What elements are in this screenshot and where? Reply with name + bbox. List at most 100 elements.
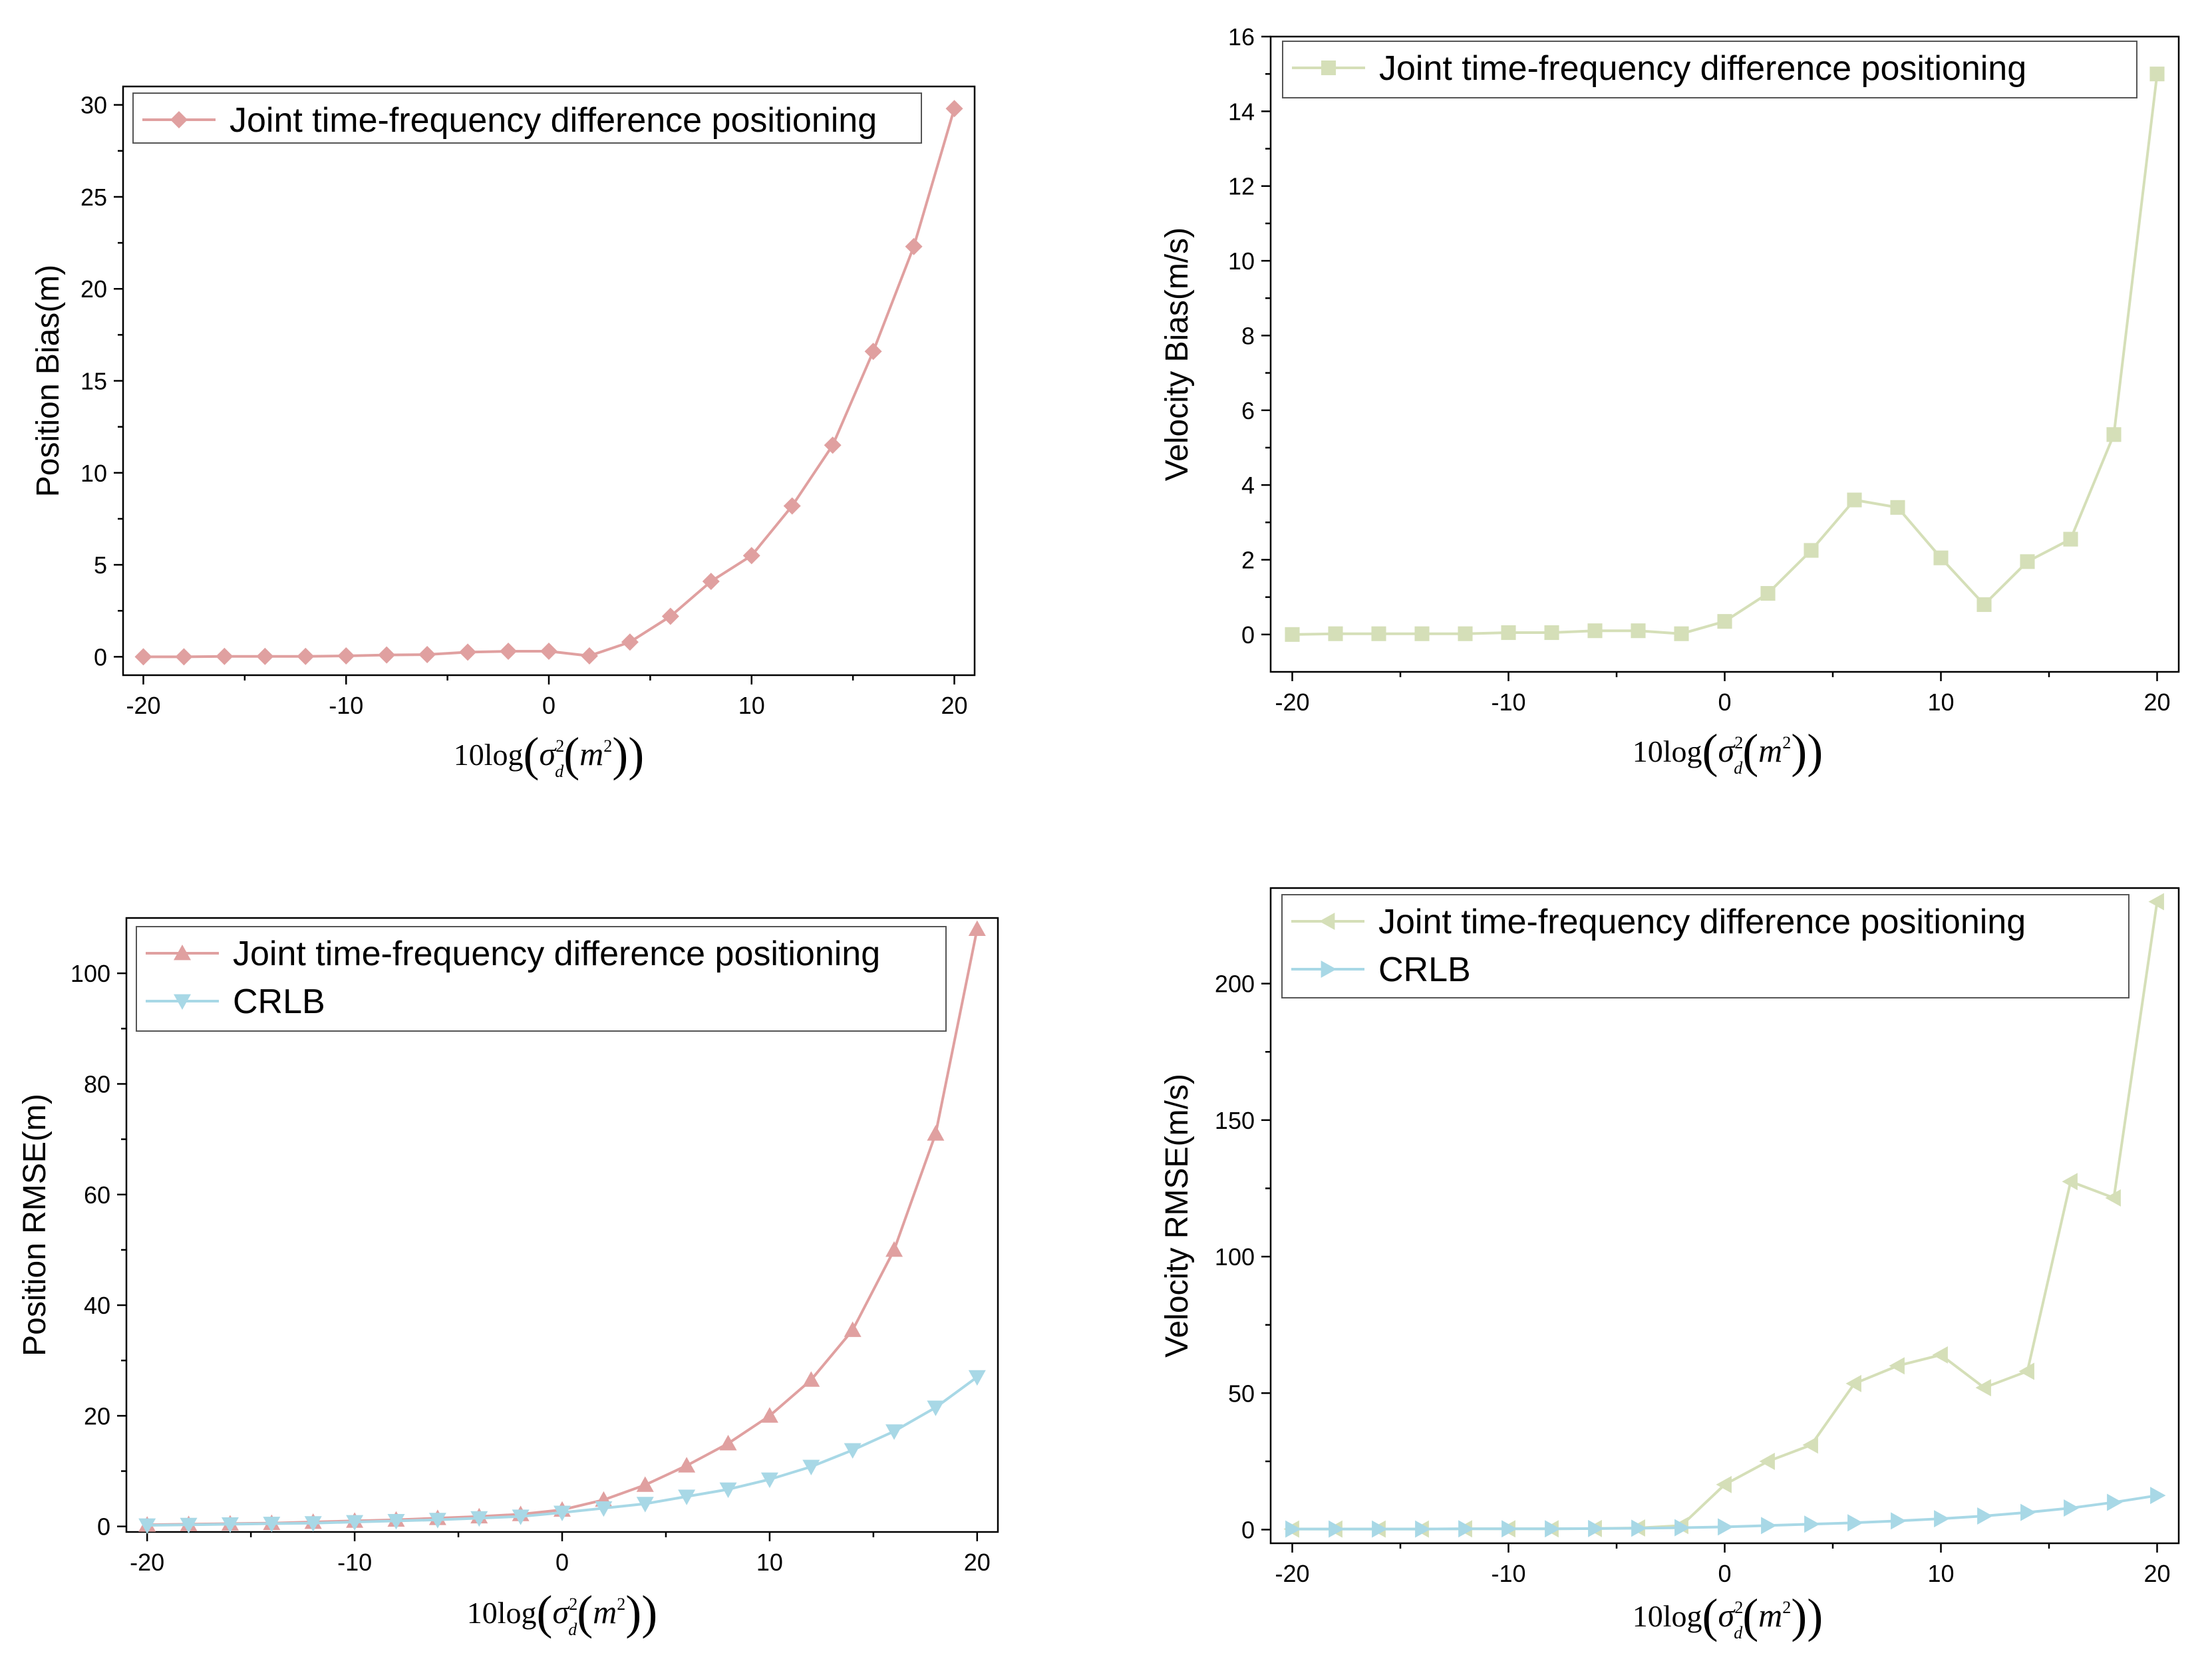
y-tick-label: 15 (80, 368, 107, 395)
y-tick-label: 30 (80, 92, 107, 119)
x-axis-label: 10log(σ2 d(m2)) (454, 728, 644, 781)
legend: Joint time-frequency difference position… (132, 92, 922, 144)
data-point (1501, 625, 1516, 641)
data-point (2062, 1173, 2078, 1191)
data-point (1845, 1374, 1861, 1392)
data-point (1458, 1520, 1474, 1538)
data-point (678, 1457, 696, 1473)
legend-marker (1319, 913, 1335, 930)
x-tick-label: 20 (964, 1549, 991, 1576)
data-point (2150, 1487, 2166, 1505)
data-point (1544, 625, 1559, 641)
data-point (134, 648, 152, 666)
data-point (968, 1370, 986, 1386)
x-tick-label: 0 (555, 1549, 569, 1576)
data-point (595, 1501, 613, 1517)
data-point (905, 237, 923, 255)
x-tick-label: 10 (756, 1549, 783, 1576)
x-tick-label: 10 (1927, 1560, 1954, 1587)
data-point (1415, 1520, 1431, 1538)
data-point (2063, 531, 2078, 547)
y-tick-label: 40 (84, 1292, 110, 1319)
legend-box (1282, 41, 2137, 98)
legend: Joint time-frequency difference position… (1282, 41, 2137, 98)
data-point (844, 1321, 862, 1337)
data-point (1759, 1452, 1775, 1470)
data-point (1631, 623, 1646, 639)
velocity-bias-panel: -20 -10 0 10 20 0 2 4 6 8 10 12 14 16 Velocity Bias(m/… (1160, 23, 2180, 778)
y-axis-label: Velocity RMSE(m/s) (1160, 1074, 1195, 1358)
x-tick-label: -10 (1491, 1560, 1525, 1587)
legend-marker (1321, 60, 1337, 76)
data-point (1804, 543, 1819, 558)
data-point (175, 648, 193, 666)
y-axis-label: Position RMSE(m) (17, 1094, 53, 1356)
plot-frame (1269, 35, 2180, 673)
y-tick-label: 16 (1228, 23, 1255, 51)
data-point (1587, 623, 1603, 639)
data-point (719, 1482, 737, 1498)
x-tick-label: 10 (1927, 688, 1954, 716)
data-point (1716, 1475, 1732, 1493)
legend: Joint time-frequency difference position… (1281, 894, 2130, 998)
data-point (742, 547, 760, 565)
legend-label: CRLB (1378, 951, 1471, 989)
position-bias-panel: -20 -10 0 10 20 0 5 10 15 20 25 30 Position Bias(m) 1… (31, 85, 976, 781)
data-point (1847, 492, 1862, 508)
data-point (1761, 1517, 1777, 1535)
data-point (1889, 1357, 1905, 1375)
data-point (678, 1489, 696, 1505)
x-tick-label: -20 (1275, 1560, 1309, 1587)
data-point (1329, 1520, 1344, 1538)
data-point (1285, 627, 1300, 642)
data-point (885, 1424, 903, 1440)
x-axis-label: 10log(σ2 d(m2)) (467, 1586, 657, 1639)
legend-label: Joint time-frequency difference position… (1378, 903, 2026, 941)
data-point (760, 1472, 778, 1489)
y-tick-label: 12 (1228, 173, 1255, 200)
data-point (661, 607, 679, 625)
legend-box (1281, 894, 2130, 998)
x-tick-label: -10 (1491, 688, 1525, 716)
y-tick-label: 10 (1228, 247, 1255, 275)
data-point (1934, 1510, 1950, 1528)
data-point (1588, 1519, 1604, 1537)
data-point (760, 1407, 778, 1423)
data-point (1976, 597, 1992, 612)
x-tick-label: 20 (2143, 1560, 2170, 1587)
x-axis-label: 10log(σ2 d(m2)) (1633, 1589, 1823, 1642)
data-point (459, 643, 477, 661)
data-point (968, 920, 986, 937)
y-tick-label: 100 (1215, 1243, 1255, 1271)
y-tick-label: 200 (1215, 971, 1255, 998)
y-tick-label: 6 (1241, 397, 1255, 424)
data-point (1847, 1514, 1863, 1532)
y-tick-label: 4 (1241, 472, 1255, 499)
data-point (2020, 554, 2035, 569)
data-point (719, 1434, 737, 1451)
data-point (783, 497, 801, 515)
legend: Joint time-frequency difference position… (136, 926, 947, 1032)
data-point (1804, 1515, 1820, 1533)
data-point (418, 646, 436, 664)
data-point (2106, 427, 2122, 442)
data-point (346, 1515, 364, 1531)
data-point (636, 1476, 654, 1492)
x-tick-label: 20 (2143, 688, 2170, 716)
data-point (1372, 1520, 1388, 1538)
data-point (180, 1517, 198, 1534)
y-tick-label: 0 (97, 1513, 110, 1541)
x-tick-label: 20 (941, 692, 968, 719)
legend-box (132, 92, 922, 144)
data-point (885, 1241, 903, 1257)
data-point (927, 1125, 945, 1141)
data-point (2064, 1499, 2080, 1517)
data-point (2107, 1493, 2123, 1511)
y-tick-label: 50 (1228, 1380, 1255, 1407)
y-tick-label: 14 (1228, 98, 1255, 125)
data-point (1458, 626, 1473, 641)
data-point (1718, 1518, 1734, 1536)
data-point (2148, 893, 2164, 911)
data-point (844, 1443, 862, 1459)
